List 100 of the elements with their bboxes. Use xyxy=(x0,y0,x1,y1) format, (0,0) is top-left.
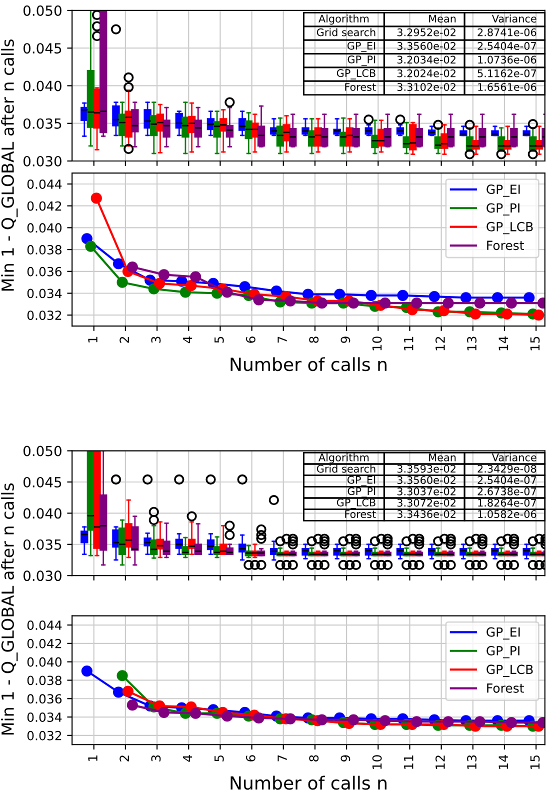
point xyxy=(348,714,360,726)
point xyxy=(126,261,138,273)
annotation: 3.3037e-02 xyxy=(397,487,456,496)
annotation: GP_EI xyxy=(347,42,376,52)
point xyxy=(470,308,481,320)
y-tick-label: 0.050 xyxy=(24,5,62,16)
annotation: GP_PI xyxy=(348,55,376,66)
y-tick-label: 0.030 xyxy=(24,570,62,582)
y-axis-title: Min 1 - Q_GLOBAL after n calls xyxy=(1,39,18,291)
point xyxy=(90,192,102,204)
point xyxy=(253,712,264,724)
legend-label: GP_LCB xyxy=(486,664,533,677)
point xyxy=(506,716,517,728)
annotation: 3.3436e-02 xyxy=(397,510,456,518)
x-tick-label: 10 xyxy=(372,336,382,350)
point xyxy=(81,233,92,244)
annotation: Grid search xyxy=(316,464,376,473)
annotation: 2.6738e-07 xyxy=(478,487,536,496)
y-tick-label: 0.038 xyxy=(27,676,62,686)
x-tick-label: 10 xyxy=(372,755,382,769)
point xyxy=(380,298,391,309)
legend-label: GP_PI xyxy=(486,203,520,216)
point xyxy=(492,292,504,304)
point xyxy=(348,298,360,309)
point xyxy=(366,290,377,301)
y-tick-label: 0.035 xyxy=(24,118,62,129)
annotation: 3.3560e-02 xyxy=(397,476,456,484)
point xyxy=(85,240,96,252)
y-tick-label: 0.040 xyxy=(24,80,62,92)
x-axis-title: Number of calls n xyxy=(230,357,386,372)
x-tick-label: 2 xyxy=(120,756,129,762)
x-axis-title: Number of calls n xyxy=(230,776,386,790)
legend-label: GP_LCB xyxy=(486,222,533,234)
point xyxy=(442,716,454,728)
legend-label: GP_EI xyxy=(486,184,520,197)
x-tick-label: 2 xyxy=(120,337,129,343)
x-tick-label: 13 xyxy=(467,755,477,769)
point xyxy=(158,269,170,280)
x-tick-label: 13 xyxy=(467,336,477,350)
x-tick-label: 3 xyxy=(151,336,161,343)
annotation: GP_LCB xyxy=(336,498,376,509)
x-tick-label: 9 xyxy=(340,336,350,343)
annotation: 2.8741e-06 xyxy=(478,28,536,36)
point xyxy=(428,290,440,302)
point xyxy=(190,708,202,719)
annotation: 1.8264e-07 xyxy=(478,498,536,507)
y-tick-label: 0.050 xyxy=(24,446,62,456)
x-tick-label: 1 xyxy=(88,336,98,342)
y-tick-label: 0.040 xyxy=(27,223,62,233)
point xyxy=(334,288,346,300)
point xyxy=(380,715,391,726)
y-tick-label: 0.042 xyxy=(27,201,62,211)
y-tick-label: 0.040 xyxy=(24,508,62,519)
annotation: 3.3593e-02 xyxy=(397,464,456,473)
y-tick-label: 0.035 xyxy=(24,539,62,550)
y-axis-title: Min 1 - Q_GLOBAL after n calls xyxy=(1,483,18,735)
point xyxy=(270,286,282,297)
annotation: 3.3102e-02 xyxy=(397,83,456,91)
x-tick-label: 12 xyxy=(435,337,445,350)
annotation: 3.2024e-02 xyxy=(397,69,456,78)
legend-label: GP_EI xyxy=(486,627,520,640)
point xyxy=(442,298,454,309)
x-tick-label: 15 xyxy=(530,336,540,350)
point xyxy=(154,278,166,289)
x-tick-label: 5 xyxy=(214,755,224,762)
point xyxy=(112,258,124,270)
point xyxy=(316,714,328,726)
point xyxy=(122,686,134,697)
y-tick-label: 0.036 xyxy=(27,694,62,704)
legend-label: Forest xyxy=(487,684,524,693)
point xyxy=(186,280,197,292)
point xyxy=(116,276,128,288)
point xyxy=(190,271,202,282)
y-tick-label: 0.044 xyxy=(27,179,62,189)
point xyxy=(411,298,422,309)
annotation: Mean xyxy=(429,454,456,462)
x-tick-label: 8 xyxy=(309,336,319,343)
x-tick-label: 8 xyxy=(309,755,319,762)
point xyxy=(411,716,422,728)
x-tick-label: 12 xyxy=(435,756,445,769)
x-tick-label: 11 xyxy=(404,756,414,769)
y-tick-label: 0.034 xyxy=(27,288,62,298)
x-tick-label: 1 xyxy=(88,756,98,761)
y-tick-label: 0.036 xyxy=(27,266,62,276)
y-tick-label: 0.045 xyxy=(24,476,62,488)
point xyxy=(460,292,472,304)
point xyxy=(506,298,517,309)
y-tick-label: 0.038 xyxy=(27,245,62,254)
y-tick-label: 0.045 xyxy=(24,43,62,54)
annotation: 1.0736e-06 xyxy=(478,56,536,64)
x-tick-label: 6 xyxy=(246,336,256,343)
annotation: Variance xyxy=(492,453,536,462)
point xyxy=(438,305,450,316)
point xyxy=(116,670,128,682)
point xyxy=(524,292,535,304)
annotation: 1.6561e-06 xyxy=(478,83,536,91)
point xyxy=(126,700,138,711)
y-tick-label: 0.032 xyxy=(27,730,62,740)
y-tick-label: 0.040 xyxy=(27,657,62,667)
annotation: 3.3072e-02 xyxy=(397,498,456,507)
